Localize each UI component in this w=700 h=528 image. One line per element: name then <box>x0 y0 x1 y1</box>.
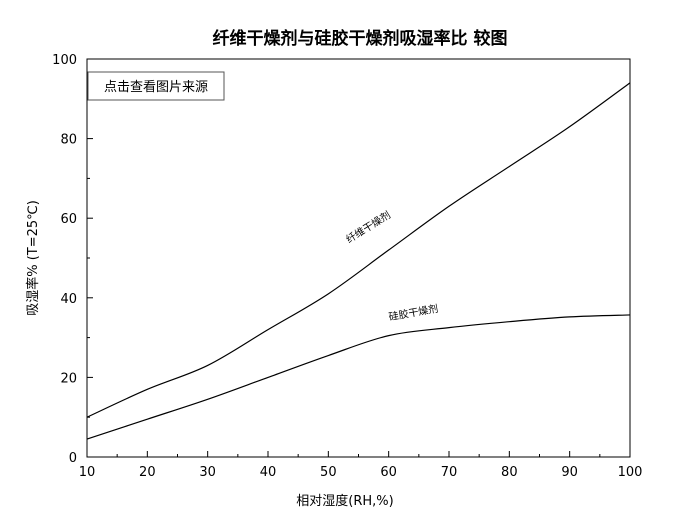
y-axis-ticks: 0 20 40 60 80 100 <box>52 53 93 466</box>
x-tick-label: 40 <box>260 465 277 480</box>
y-tick-label: 80 <box>60 133 77 148</box>
x-axis-title: 相对湿度(RH,%) <box>296 493 393 509</box>
x-tick-label: 70 <box>441 465 458 480</box>
y-tick-label: 40 <box>60 292 77 307</box>
x-tick-label: 50 <box>320 465 337 480</box>
view-image-source-button[interactable]: 点击查看图片来源 <box>87 71 225 101</box>
x-tick-label: 10 <box>79 465 96 480</box>
y-tick-label: 0 <box>69 451 77 466</box>
x-tick-label: 80 <box>501 465 518 480</box>
curve-label-fiber: 纤维干燥剂 <box>343 208 392 246</box>
plot-frame <box>86 58 631 458</box>
x-tick-label: 60 <box>380 465 397 480</box>
y-tick-label: 100 <box>52 53 77 68</box>
x-tick-label: 30 <box>199 465 216 480</box>
x-tick-label: 20 <box>139 465 156 480</box>
x-tick-label: 100 <box>618 465 643 480</box>
chart-title: 纤维干燥剂与硅胶干燥剂吸湿率比 较图 <box>213 28 508 49</box>
view-image-source-button-frame <box>87 71 225 101</box>
y-tick-label: 20 <box>60 371 77 386</box>
curve-label-silica: 硅胶干燥剂 <box>388 302 439 323</box>
y-tick-label: 60 <box>60 212 77 227</box>
silica-gel-curve <box>86 314 631 440</box>
series-layer <box>86 82 631 440</box>
x-tick-label: 90 <box>561 465 578 480</box>
y-axis-title: 吸湿率% (T=25℃) <box>25 200 41 316</box>
fiber-desiccant-curve <box>86 82 631 418</box>
view-image-source-label[interactable]: 点击查看图片来源 <box>104 79 208 95</box>
x-axis-ticks: 10 20 30 40 50 60 70 80 90 100 <box>79 451 643 480</box>
